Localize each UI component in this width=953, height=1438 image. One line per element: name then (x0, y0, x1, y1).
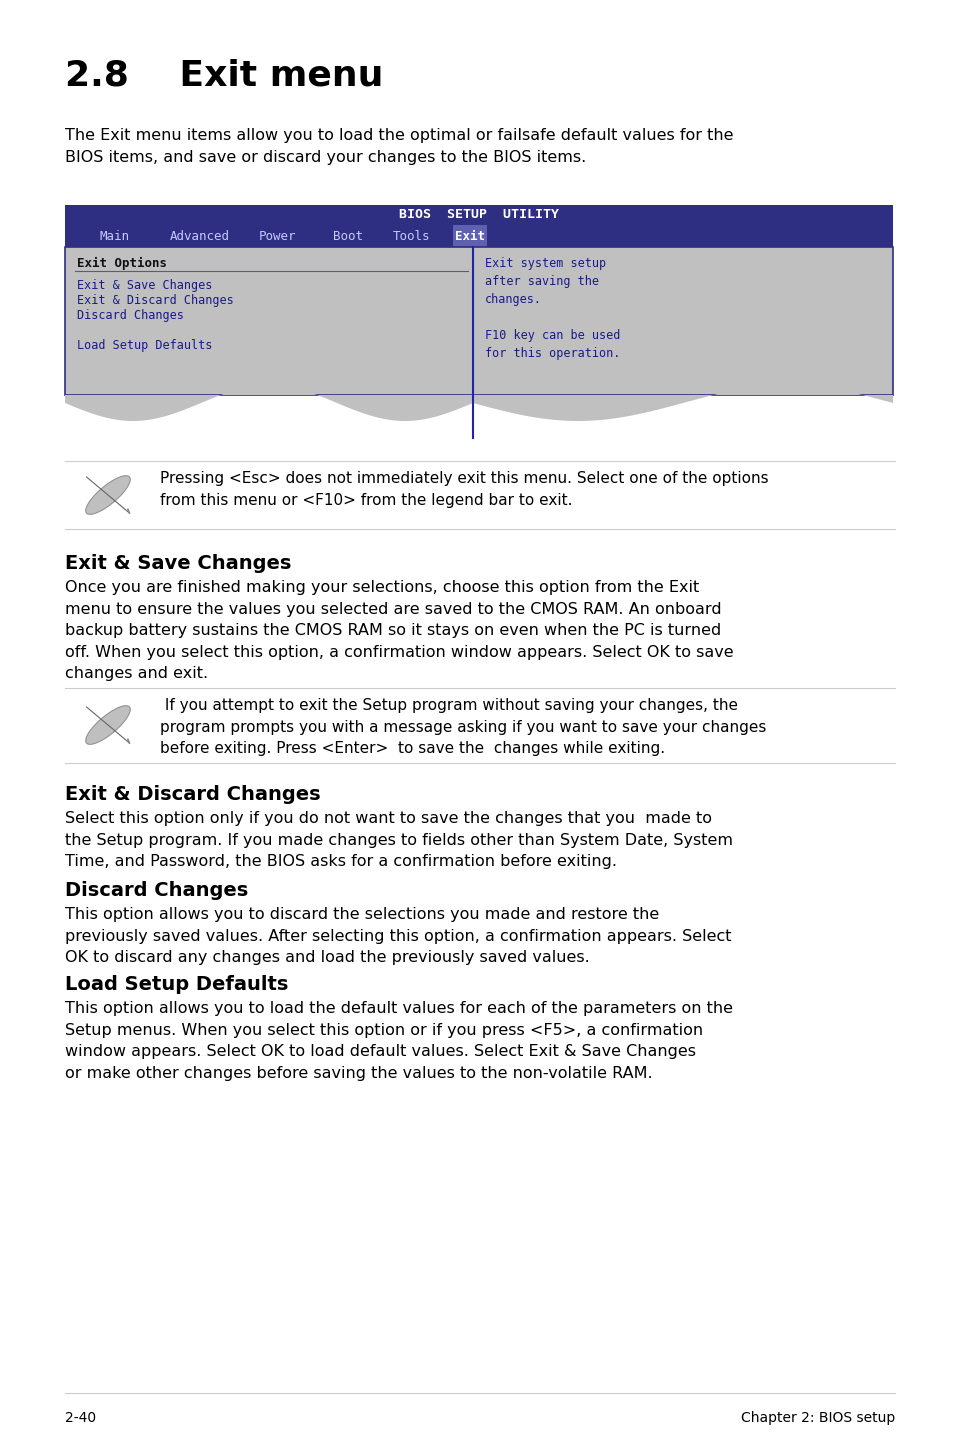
FancyBboxPatch shape (65, 206, 892, 224)
Text: Chapter 2: BIOS setup: Chapter 2: BIOS setup (740, 1411, 894, 1425)
Text: Tools: Tools (393, 230, 431, 243)
Text: Exit: Exit (455, 230, 484, 243)
Text: Select this option only if you do not want to save the changes that you  made to: Select this option only if you do not wa… (65, 811, 732, 869)
Text: 2.8    Exit menu: 2.8 Exit menu (65, 58, 383, 92)
FancyBboxPatch shape (65, 247, 892, 395)
Text: Discard Changes: Discard Changes (65, 881, 248, 900)
Text: Power: Power (259, 230, 296, 243)
Polygon shape (86, 706, 130, 745)
Text: Exit Options: Exit Options (77, 257, 167, 270)
Text: This option allows you to load the default values for each of the parameters on : This option allows you to load the defau… (65, 1001, 732, 1081)
Text: Load Setup Defaults: Load Setup Defaults (65, 975, 288, 994)
Text: Exit & Discard Changes: Exit & Discard Changes (77, 293, 233, 306)
Polygon shape (86, 476, 130, 515)
Text: Load Setup Defaults: Load Setup Defaults (77, 339, 213, 352)
FancyBboxPatch shape (453, 224, 486, 247)
Text: Exit & Save Changes: Exit & Save Changes (77, 279, 213, 292)
FancyBboxPatch shape (65, 224, 892, 247)
Text: If you attempt to exit the Setup program without saving your changes, the
progra: If you attempt to exit the Setup program… (160, 697, 765, 756)
Text: 2-40: 2-40 (65, 1411, 96, 1425)
Text: Exit & Discard Changes: Exit & Discard Changes (65, 785, 320, 804)
Text: The Exit menu items allow you to load the optimal or failsafe default values for: The Exit menu items allow you to load th… (65, 128, 733, 165)
Text: This option allows you to discard the selections you made and restore the
previo: This option allows you to discard the se… (65, 907, 731, 965)
Text: Exit & Save Changes: Exit & Save Changes (65, 554, 291, 572)
Text: Pressing <Esc> does not immediately exit this menu. Select one of the options
fr: Pressing <Esc> does not immediately exit… (160, 472, 768, 508)
Text: Once you are finished making your selections, choose this option from the Exit
m: Once you are finished making your select… (65, 580, 733, 682)
Text: Boot: Boot (333, 230, 363, 243)
Text: Advanced: Advanced (170, 230, 230, 243)
Text: Main: Main (100, 230, 130, 243)
Polygon shape (473, 385, 892, 421)
Text: Exit system setup
after saving the
changes.

F10 key can be used
for this operat: Exit system setup after saving the chang… (484, 257, 619, 360)
Text: BIOS  SETUP  UTILITY: BIOS SETUP UTILITY (398, 209, 558, 221)
Text: Discard Changes: Discard Changes (77, 309, 184, 322)
Polygon shape (65, 385, 473, 421)
